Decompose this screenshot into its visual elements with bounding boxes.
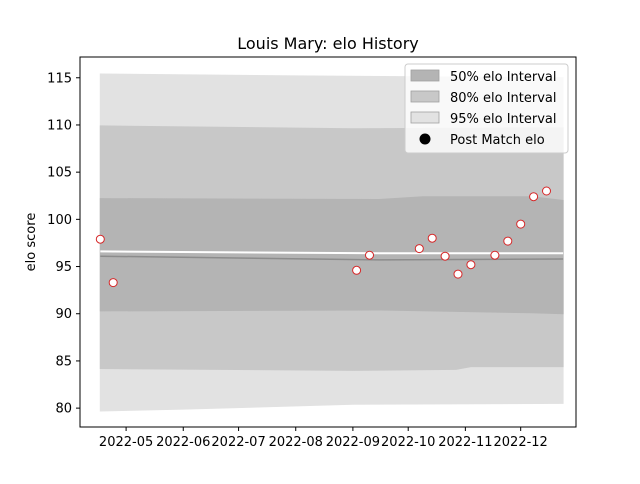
data-point xyxy=(453,269,463,279)
data-point xyxy=(352,265,362,275)
data-point xyxy=(440,251,450,261)
y-tick-label: 100 xyxy=(47,213,72,228)
legend-swatch xyxy=(410,69,440,82)
x-tick-label: 2022-06 xyxy=(156,435,210,450)
y-tick-label: 90 xyxy=(55,307,72,322)
data-point xyxy=(414,244,424,254)
data-point xyxy=(503,236,513,246)
y-tick-label: 110 xyxy=(47,118,72,133)
y-tick-label: 105 xyxy=(47,166,72,181)
legend-label: Post Match elo xyxy=(450,133,545,148)
x-tick-label: 2022-12 xyxy=(494,435,548,450)
mean-line xyxy=(100,255,564,261)
legend-swatch xyxy=(410,90,440,103)
x-tick-label: 2022-10 xyxy=(381,435,435,450)
x-tick-label: 2022-08 xyxy=(269,435,323,450)
y-tick-label: 115 xyxy=(47,71,72,86)
data-point xyxy=(427,233,437,243)
data-point xyxy=(490,250,500,260)
axes-frame xyxy=(79,56,577,428)
data-point xyxy=(95,234,105,244)
data-point xyxy=(516,219,526,229)
post-match-points xyxy=(95,186,551,288)
legend-box xyxy=(404,63,569,154)
x-tick-label: 2022-07 xyxy=(211,435,265,450)
chart-title: Louis Mary: elo History xyxy=(237,34,418,53)
x-tick-label: 2022-11 xyxy=(438,435,492,450)
legend-swatch xyxy=(410,111,440,124)
legend: 50% elo Interval 80% elo Interval 95% elo … xyxy=(404,63,569,154)
x-axis-ticks: 2022-05 2022-06 2022-07 2022-08 2022-09 2022-… xyxy=(99,427,548,450)
legend-items: 50% elo Interval 80% elo Interval 95% elo … xyxy=(410,69,557,148)
data-point xyxy=(108,278,118,288)
legend-label: 95% elo Interval xyxy=(450,112,557,127)
interval-bands xyxy=(99,73,564,412)
data-point xyxy=(466,260,476,270)
legend-label: 50% elo Interval xyxy=(450,70,557,85)
band-50 xyxy=(99,196,564,315)
y-tick-label: 80 xyxy=(55,402,72,417)
y-tick-label: 95 xyxy=(55,260,72,275)
estimate-lines xyxy=(100,250,564,261)
y-axis-label: elo score xyxy=(24,213,39,272)
posterior-line xyxy=(100,250,564,255)
x-tick-label: 2022-09 xyxy=(326,435,380,450)
data-point xyxy=(529,192,539,202)
data-point xyxy=(542,186,551,196)
legend-marker xyxy=(419,133,431,145)
legend-label: 80% elo Interval xyxy=(450,91,557,106)
data-point xyxy=(365,250,374,260)
y-axis-ticks: 80 85 90 95 100 105 110 115 xyxy=(47,71,80,417)
x-tick-label: 2022-05 xyxy=(99,435,153,450)
y-tick-label: 85 xyxy=(55,354,72,369)
